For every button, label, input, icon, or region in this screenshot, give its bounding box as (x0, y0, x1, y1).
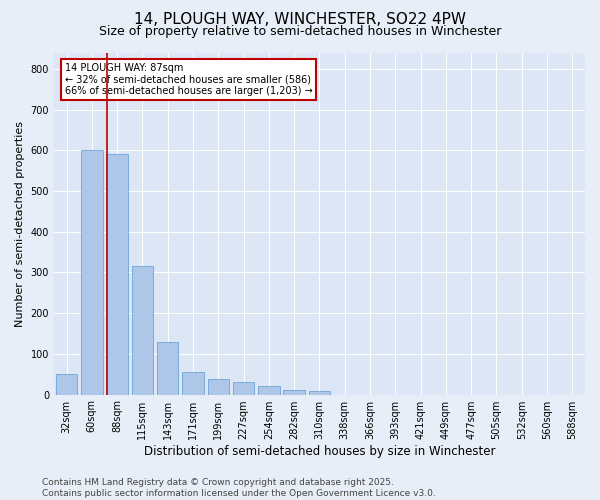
Bar (131, 266, 153, 394)
Bar (309, 392, 330, 394)
Bar (283, 390, 305, 394)
Text: 14, PLOUGH WAY, WINCHESTER, SO22 4PW: 14, PLOUGH WAY, WINCHESTER, SO22 4PW (134, 12, 466, 28)
Bar (182, 372, 204, 394)
Bar (81, 150, 103, 394)
Bar (233, 382, 254, 394)
Bar (258, 386, 280, 394)
X-axis label: Distribution of semi-detached houses by size in Winchester: Distribution of semi-detached houses by … (144, 444, 495, 458)
Bar (157, 342, 178, 394)
Text: Size of property relative to semi-detached houses in Winchester: Size of property relative to semi-detach… (99, 25, 501, 38)
Bar (106, 154, 128, 394)
Y-axis label: Number of semi-detached properties: Number of semi-detached properties (15, 120, 25, 326)
Bar (208, 379, 229, 394)
Text: 14 PLOUGH WAY: 87sqm
← 32% of semi-detached houses are smaller (586)
66% of semi: 14 PLOUGH WAY: 87sqm ← 32% of semi-detac… (65, 63, 312, 96)
Text: Contains HM Land Registry data © Crown copyright and database right 2025.
Contai: Contains HM Land Registry data © Crown c… (42, 478, 436, 498)
Bar (56, 374, 77, 394)
